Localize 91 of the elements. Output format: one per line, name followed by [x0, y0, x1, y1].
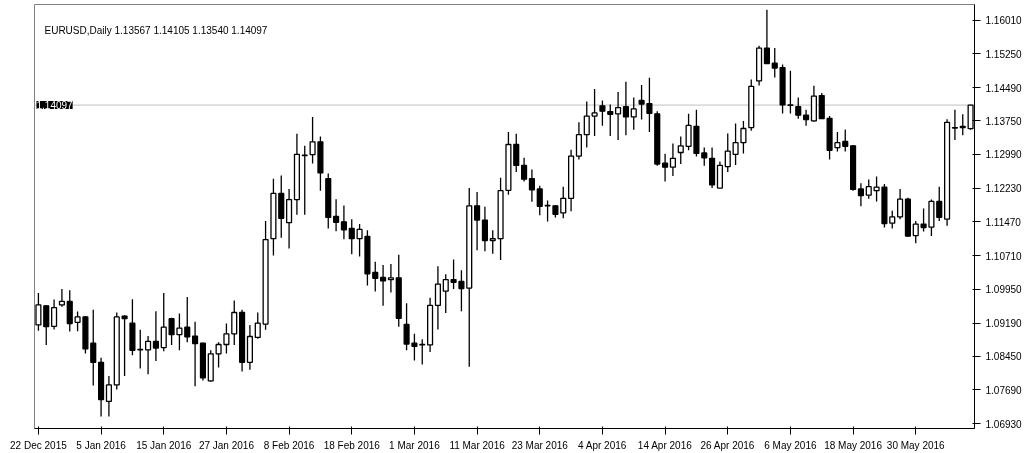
- x-tick-label: 18 May 2016: [824, 439, 883, 451]
- x-tick-label: 4 Apr 2016: [577, 439, 627, 451]
- candlestick: [66, 289, 73, 333]
- candlestick: [419, 338, 426, 366]
- y-tick-label: 1.12990: [985, 149, 1023, 161]
- y-tick-label: 1.06930: [985, 418, 1023, 430]
- candlestick: [669, 142, 676, 177]
- candlestick: [662, 153, 669, 183]
- y-tick-label: 1.07690: [985, 384, 1023, 396]
- ref-line-label: 1.14097: [36, 100, 74, 112]
- candlestick: [771, 47, 778, 79]
- candlestick: [184, 296, 191, 343]
- candlestick: [622, 81, 629, 136]
- y-tick-label: 1.12230: [985, 183, 1023, 195]
- x-tick-label: 22 Dec 2015: [10, 439, 68, 451]
- text: EURUSD,Daily 1.13567 1.14105 1.13540 1.14097: [44, 24, 268, 36]
- candlestick: [35, 292, 42, 332]
- y-tick-label: 1.13750: [985, 115, 1023, 127]
- candlestick: [340, 204, 347, 240]
- candlestick: [105, 375, 112, 418]
- x-tick-label: 1 Mar 2016: [389, 439, 441, 451]
- candlestick: [58, 288, 65, 308]
- candlestick: [865, 178, 872, 200]
- candlestick: [732, 122, 739, 166]
- candlestick: [231, 299, 238, 346]
- y-tick-label: 1.15250: [985, 48, 1023, 60]
- candlestick: [481, 206, 488, 252]
- x-tick-label: 30 May 2016: [886, 439, 946, 451]
- candlestick: [630, 96, 637, 131]
- candlestick: [599, 99, 606, 127]
- candlestick: [842, 128, 849, 153]
- candlestick: [152, 310, 159, 362]
- candlestick: [560, 186, 567, 219]
- candlestick: [145, 335, 152, 375]
- candlestick: [818, 92, 825, 120]
- x-tick-label: 18 Feb 2016: [323, 439, 381, 451]
- x-tick-label: 5 Jan 2016: [76, 439, 127, 451]
- x-tick-label: 27 Jan 2016: [198, 439, 255, 451]
- candlestick: [474, 191, 481, 251]
- x-tick-label: 26 Apr 2016: [700, 439, 755, 451]
- candlestick: [795, 96, 802, 120]
- x-tick-label: 6 May 2016: [764, 439, 817, 451]
- candlestick: [897, 188, 904, 220]
- candlestick: [521, 157, 528, 183]
- candlestick: [607, 103, 614, 137]
- candlestick: [489, 229, 496, 255]
- candlestick: [160, 292, 167, 352]
- candlestick: [434, 265, 441, 331]
- candlestick: [740, 120, 747, 155]
- candlestick: [121, 314, 128, 377]
- x-tick-label: 8 Feb 2016: [263, 439, 315, 451]
- candlestick: [513, 133, 520, 173]
- candlestick: [380, 264, 387, 307]
- y-tick-label: 1.09190: [985, 318, 1023, 330]
- candlestick: [677, 135, 684, 165]
- x-tick-label: 23 Mar 2016: [511, 439, 569, 451]
- candlestick: [936, 186, 943, 222]
- x-tick-label: 11 Mar 2016: [449, 439, 506, 451]
- y-tick-label: 1.08450: [985, 351, 1023, 363]
- candlestick: [90, 309, 97, 387]
- candlestick: [51, 298, 58, 331]
- candlestick: [286, 188, 293, 250]
- candlestick: [192, 321, 199, 387]
- candlestick: [763, 9, 770, 65]
- candlestick: [701, 146, 708, 167]
- candlestick: [591, 88, 598, 137]
- y-tick-label: 1.11470: [985, 216, 1022, 228]
- y-tick-label: 1.09950: [985, 284, 1023, 296]
- y-tick-label: 1.14490: [985, 82, 1023, 94]
- candlestick: [348, 218, 355, 255]
- candlestick: [333, 198, 340, 232]
- candlestick: [372, 261, 379, 293]
- candlestick: [387, 263, 394, 294]
- candlestick: [528, 168, 535, 203]
- candlestick: [583, 100, 590, 149]
- y-tick-label: 1.16010: [985, 15, 1023, 27]
- x-tick-label: 15 Jan 2016: [136, 439, 192, 451]
- candlestick: [787, 70, 794, 115]
- candlestick: [912, 220, 919, 244]
- candlestick: [536, 185, 543, 216]
- candlestick: [724, 132, 731, 173]
- candlestick: [575, 121, 582, 161]
- y-tick-label: 1.10710: [985, 250, 1023, 262]
- candlestick: [615, 91, 622, 141]
- candlestick: [857, 182, 864, 207]
- candlestick: [716, 160, 723, 189]
- candlestick: [43, 304, 50, 346]
- candlestick: [254, 311, 261, 340]
- x-tick-label: 14 Apr 2016: [637, 439, 693, 451]
- candlestick: [951, 109, 958, 141]
- candlestick: [442, 273, 449, 314]
